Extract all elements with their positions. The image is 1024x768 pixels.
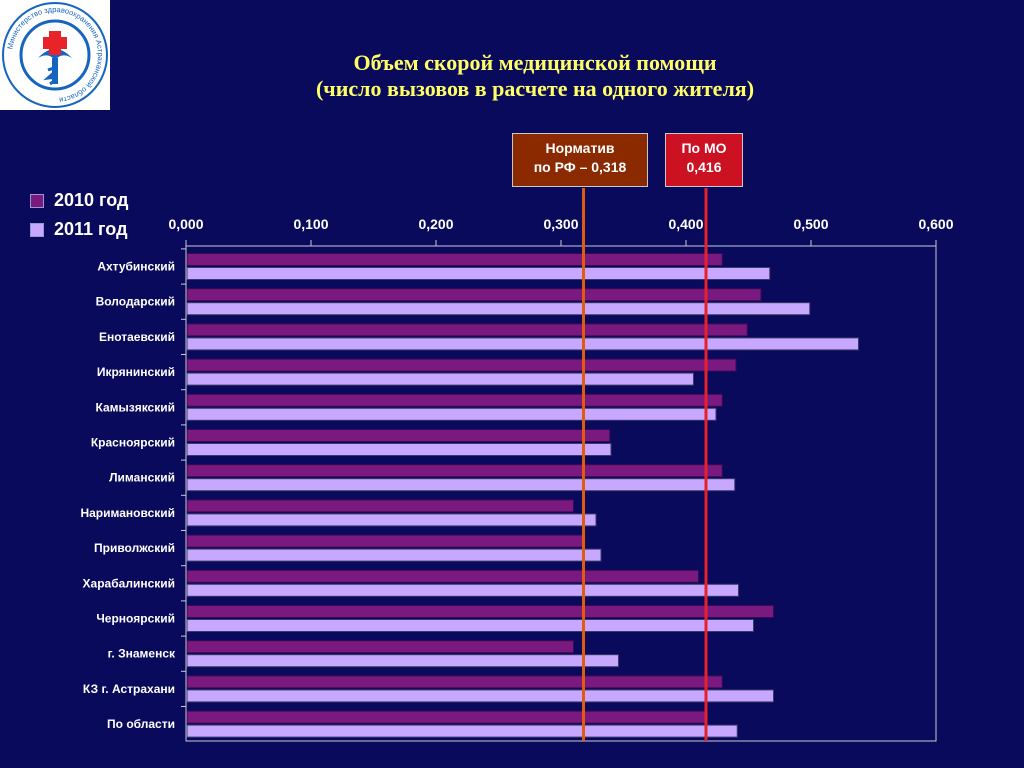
- bar-2010: [186, 569, 699, 583]
- bar-2011: [186, 583, 739, 597]
- x-tick-label: 0,000: [168, 216, 203, 232]
- mo-callout-line-2: 0,416: [686, 159, 722, 175]
- bar-2011: [186, 654, 619, 668]
- bar-2010: [186, 288, 762, 302]
- bar-2010: [186, 393, 723, 407]
- category-label: Приволжский: [94, 541, 175, 555]
- x-tick-label: 0,600: [918, 216, 953, 232]
- bar-2010: [186, 429, 611, 442]
- bar-2010: [186, 358, 737, 372]
- x-tick-label: 0,200: [418, 216, 453, 232]
- category-label: КЗ г. Астрахани: [83, 682, 175, 696]
- bar-2010: [186, 534, 586, 548]
- legend-label-2010: 2010 год: [54, 190, 129, 210]
- bar-2011: [186, 548, 602, 562]
- category-label: Наримановский: [80, 506, 175, 520]
- bar-2011: [186, 407, 717, 421]
- norm-callout-line-1: Норматив: [545, 140, 615, 156]
- category-label: Камызякский: [95, 400, 175, 414]
- mo-callout-line-1: По МО: [681, 140, 727, 156]
- title-line-2: (число вызовов в расчете на одного жител…: [315, 76, 755, 101]
- category-label: Красноярский: [91, 436, 175, 450]
- category-label: Енотаевский: [99, 330, 175, 344]
- legend-item-2011: 2011 год: [30, 215, 129, 244]
- bar-2011: [186, 443, 612, 456]
- legend-label-2011: 2011 год: [54, 219, 128, 239]
- bar-2010: [186, 464, 723, 478]
- x-tick-label: 0,100: [293, 216, 328, 232]
- medical-cross-snake-emblem-icon: Министерство здравоохранения Астраханско…: [2, 2, 108, 108]
- page-title: Объем скорой медицинской помощи (число в…: [150, 50, 920, 102]
- category-label: Черноярский: [96, 612, 175, 626]
- bar-2010: [186, 710, 707, 724]
- bar-2011: [186, 302, 811, 316]
- category-label: По области: [107, 717, 175, 731]
- bar-2011: [186, 619, 754, 632]
- bar-2011: [186, 513, 597, 527]
- norm-callout-line-2: по РФ – 0,318: [533, 159, 627, 175]
- bar-2011: [186, 689, 774, 703]
- ministry-logo: Министерство здравоохранения Астраханско…: [0, 0, 110, 110]
- bar-2011: [186, 724, 738, 738]
- category-label: Ахтубинский: [97, 260, 175, 274]
- legend-item-2010: 2010 год: [30, 186, 129, 215]
- bar-2010: [186, 323, 748, 337]
- bar-2010: [186, 253, 723, 266]
- norm-callout: Норматив по РФ – 0,318: [512, 133, 648, 187]
- title-line-1: Объем скорой медицинской помощи: [353, 50, 717, 75]
- category-label: Икрянинский: [97, 365, 175, 379]
- x-tick-label: 0,400: [668, 216, 703, 232]
- bar-2011: [186, 267, 771, 280]
- category-label: г. Знаменск: [108, 647, 176, 661]
- legend-swatch-2010: [30, 193, 44, 208]
- bar-2011: [186, 337, 859, 351]
- category-label: Харабалинский: [83, 576, 175, 590]
- bar-2011: [186, 372, 694, 386]
- bar-2011: [186, 478, 736, 492]
- x-tick-label: 0,300: [543, 216, 578, 232]
- bar-2010: [186, 640, 574, 654]
- bar-2010: [186, 499, 574, 513]
- bar-2010: [186, 675, 723, 689]
- legend-swatch-2011: [30, 222, 44, 237]
- mo-callout: По МО 0,416: [665, 133, 743, 187]
- chart-legend: 2010 год 2011 год: [30, 186, 129, 244]
- category-label: Володарский: [96, 295, 175, 309]
- x-tick-label: 0,500: [793, 216, 828, 232]
- bar-2010: [186, 605, 774, 618]
- category-label: Лиманский: [109, 471, 175, 485]
